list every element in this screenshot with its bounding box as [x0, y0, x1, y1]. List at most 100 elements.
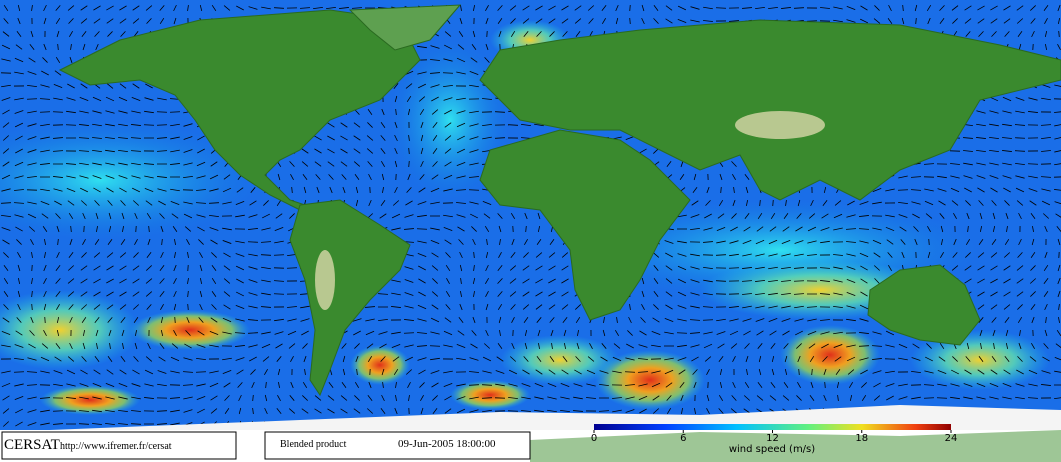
wind-arrow [991, 239, 997, 245]
wind-arrow [992, 212, 996, 220]
wind-arrow [1002, 162, 1012, 166]
wind-arrow [497, 5, 503, 11]
wind-arrow [1032, 225, 1034, 233]
wind-arrow [120, 317, 126, 323]
wind-arrow [469, 123, 479, 127]
wind-arrow [989, 96, 999, 102]
wind-arrow [57, 43, 59, 51]
wind-arrow [468, 189, 480, 191]
wind-arrow [106, 369, 114, 375]
wind-arrow [874, 278, 880, 284]
wind-arrow [92, 123, 102, 127]
wind-arrow [93, 369, 101, 375]
wind-arrow [653, 278, 659, 284]
wind-arrow [159, 17, 165, 25]
wind-arrow [274, 318, 284, 322]
wind-arrow [235, 345, 245, 347]
wind-arrow [459, 303, 463, 311]
wind-arrow [53, 176, 63, 178]
wind-arrow [1004, 238, 1010, 246]
wind-arrow [796, 395, 802, 401]
wind-arrow [691, 200, 699, 206]
wind-arrow [820, 240, 830, 244]
wind-arrow [119, 83, 127, 89]
wind-arrow [132, 369, 140, 375]
wind-arrow [746, 368, 748, 376]
wind-arrow [511, 316, 515, 324]
wind-arrow [806, 20, 818, 22]
wind-arrow [482, 123, 492, 127]
wind-arrow [624, 371, 636, 373]
wind-arrow [820, 319, 830, 321]
wind-arrow [15, 421, 23, 427]
product-box [264, 431, 531, 460]
wind-arrow [92, 423, 102, 425]
wind-arrow [327, 148, 335, 154]
wind-arrow [456, 175, 466, 179]
wind-arrow [1043, 343, 1049, 349]
wind-arrow [522, 5, 530, 11]
wind-arrow [497, 213, 503, 219]
wind-arrow [576, 342, 580, 350]
wind-arrow [223, 5, 231, 11]
wind-arrow [691, 356, 699, 362]
wind-arrow [771, 368, 775, 376]
wind-arrow [196, 202, 206, 204]
wind-arrow [460, 290, 462, 298]
wind-arrow [380, 148, 386, 154]
wind-arrow [420, 394, 424, 402]
wind-arrow [354, 395, 360, 401]
wind-arrow [14, 189, 24, 191]
wind-arrow [743, 330, 751, 336]
wind-arrow [1016, 291, 1024, 297]
wind-arrow [976, 149, 986, 153]
wind-arrow [561, 369, 569, 375]
wind-arrow [693, 173, 697, 181]
wind-arrow [27, 71, 37, 75]
wind-arrow [782, 330, 790, 336]
wind-arrow [846, 305, 856, 309]
wind-arrow [847, 200, 855, 206]
wind-arrow [14, 110, 24, 114]
wind-arrow [1017, 252, 1023, 258]
wind-arrow [469, 357, 479, 361]
wind-arrow [430, 227, 440, 231]
wind-arrow [574, 5, 582, 11]
wind-arrow [560, 396, 570, 400]
wind-arrow [93, 304, 101, 310]
wind-arrow [965, 200, 971, 206]
wind-arrow [911, 370, 921, 374]
wind-arrow [574, 18, 582, 24]
wind-arrow [1043, 5, 1049, 11]
wind-arrow [783, 343, 789, 349]
wind-arrow [989, 149, 999, 153]
wind-arrow [625, 409, 635, 413]
wind-arrow [44, 238, 46, 246]
wind-arrow [235, 200, 245, 206]
wind-arrow [158, 200, 166, 206]
wind-arrow [119, 278, 127, 284]
wind-arrow [278, 381, 280, 389]
wind-arrow [105, 123, 115, 127]
wind-arrow [145, 83, 153, 89]
wind-arrow [420, 407, 424, 415]
wind-arrow [55, 213, 61, 219]
wind-arrow [728, 267, 740, 269]
wind-arrow [408, 160, 410, 168]
wind-arrow [964, 5, 972, 11]
datetime: 09-Jun-2005 18:00:00 [398, 438, 496, 450]
wind-arrow [990, 278, 998, 284]
wind-arrow [404, 305, 414, 309]
wind-arrow [146, 252, 152, 258]
wind-arrow [67, 5, 75, 11]
wind-arrow [420, 134, 424, 142]
wind-arrow [107, 317, 113, 323]
wind-arrow [872, 331, 882, 335]
wind-arrow [756, 330, 764, 336]
wind-arrow [196, 175, 206, 179]
product: Blended product [280, 439, 347, 450]
wind-arrow [1030, 265, 1036, 271]
wind-arrow [732, 381, 736, 389]
logo-box [1, 431, 237, 460]
wind-arrow [859, 215, 869, 217]
